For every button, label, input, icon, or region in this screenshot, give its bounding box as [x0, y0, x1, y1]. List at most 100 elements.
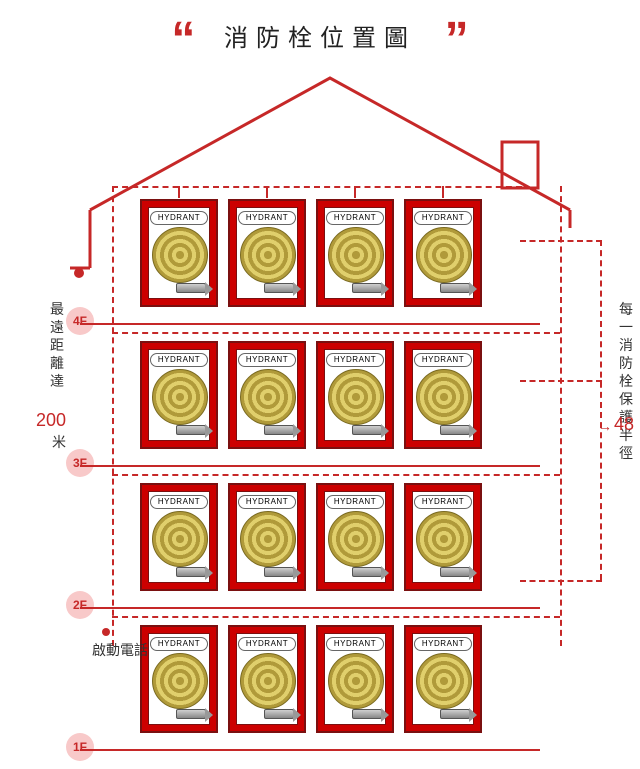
nozzle-icon	[264, 567, 294, 577]
nozzle-icon	[352, 283, 382, 293]
nozzle-icon	[440, 709, 470, 719]
nozzle-icon	[176, 425, 206, 435]
nozzle-icon	[176, 709, 206, 719]
pipe-h	[112, 332, 560, 334]
pipe-v-left	[112, 186, 114, 646]
hydrant-group-3f: HYDRANT HYDRANT HYDRANT HYDRANT	[140, 341, 482, 449]
nozzle-icon	[264, 709, 294, 719]
nozzle-icon	[176, 567, 206, 577]
hydrant-box: HYDRANT	[316, 483, 394, 591]
right-vertical-label: 每一消防栓保護半徑	[618, 300, 634, 462]
floor-line	[80, 465, 540, 467]
nozzle-icon	[352, 567, 382, 577]
floor-row-2f: HYDRANT HYDRANT HYDRANT HYDRANT 2F	[90, 479, 510, 607]
floor-line	[80, 607, 540, 609]
hose-icon	[240, 653, 296, 709]
pipe-h	[520, 240, 602, 242]
hydrant-label: HYDRANT	[238, 495, 296, 509]
floor-label-3f: 3F	[66, 449, 94, 477]
hydrant-label: HYDRANT	[238, 637, 296, 651]
hydrant-label: HYDRANT	[414, 211, 472, 225]
hose-icon	[328, 653, 384, 709]
hydrant-label: HYDRANT	[414, 495, 472, 509]
left-endpoint-dot	[74, 268, 84, 278]
hydrant-label: HYDRANT	[414, 637, 472, 651]
nozzle-icon	[264, 425, 294, 435]
nozzle-icon	[440, 567, 470, 577]
hydrant-box: HYDRANT	[404, 199, 482, 307]
nozzle-icon	[176, 283, 206, 293]
hydrant-label: HYDRANT	[150, 637, 208, 651]
hydrant-box: HYDRANT	[228, 199, 306, 307]
floor-line	[80, 323, 540, 325]
hydrant-box: HYDRANT	[228, 625, 306, 733]
pipe-drop	[442, 186, 444, 198]
hose-icon	[416, 369, 472, 425]
hydrant-label: HYDRANT	[326, 637, 384, 651]
pipe-v-right	[560, 186, 562, 646]
hydrant-label: HYDRANT	[326, 495, 384, 509]
hose-icon	[328, 369, 384, 425]
floor-row-3f: HYDRANT HYDRANT HYDRANT HYDRANT 3F	[90, 337, 510, 465]
pipe-h	[112, 186, 522, 188]
pipe-drop	[178, 186, 180, 198]
hose-icon	[416, 511, 472, 567]
pipe-h	[112, 616, 560, 618]
title-row: “ 消防栓位置圖 ”	[0, 12, 640, 67]
nozzle-icon	[440, 425, 470, 435]
hose-icon	[152, 511, 208, 567]
hose-icon	[240, 227, 296, 283]
floor-row-4f: HYDRANT HYDRANT HYDRANT HYDRANT 4F	[90, 195, 510, 323]
hose-icon	[152, 653, 208, 709]
hose-icon	[416, 653, 472, 709]
hydrant-box: HYDRANT	[140, 199, 218, 307]
hydrant-label: HYDRANT	[150, 495, 208, 509]
pipe-drop	[354, 186, 356, 198]
right-arrow-icon: →	[598, 418, 612, 434]
hydrant-label: HYDRANT	[150, 353, 208, 367]
hydrant-box: HYDRANT	[228, 483, 306, 591]
hose-icon	[416, 227, 472, 283]
floors-container: HYDRANT HYDRANT HYDRANT HYDRANT 4F HYDRA…	[90, 195, 510, 763]
hydrant-box: HYDRANT	[404, 483, 482, 591]
hydrant-group-4f: HYDRANT HYDRANT HYDRANT HYDRANT	[140, 199, 482, 307]
right-radius-value: 48	[614, 414, 634, 435]
pipe-drop	[266, 186, 268, 198]
hydrant-label: HYDRANT	[238, 211, 296, 225]
hose-icon	[240, 511, 296, 567]
hydrant-label: HYDRANT	[326, 353, 384, 367]
nozzle-icon	[264, 283, 294, 293]
hydrant-label: HYDRANT	[414, 353, 472, 367]
hydrant-group-1f: HYDRANT HYDRANT HYDRANT HYDRANT	[140, 625, 482, 733]
hydrant-box: HYDRANT	[316, 625, 394, 733]
nozzle-icon	[440, 283, 470, 293]
pipe-h	[520, 580, 602, 582]
pipe-v-far-right	[600, 240, 602, 580]
floor-label-2f: 2F	[66, 591, 94, 619]
hydrant-box: HYDRANT	[316, 341, 394, 449]
hydrant-box: HYDRANT	[404, 625, 482, 733]
nozzle-icon	[352, 425, 382, 435]
hydrant-box: HYDRANT	[404, 341, 482, 449]
floor-line	[80, 749, 540, 751]
hydrant-box: HYDRANT	[140, 483, 218, 591]
hose-icon	[152, 227, 208, 283]
hydrant-group-2f: HYDRANT HYDRANT HYDRANT HYDRANT	[140, 483, 482, 591]
pipe-h	[520, 380, 602, 382]
hydrant-box: HYDRANT	[140, 625, 218, 733]
left-vertical-label: 最遠距離達	[48, 300, 66, 390]
hose-icon	[240, 369, 296, 425]
quote-right: ”	[445, 13, 469, 66]
left-distance-value: 200	[36, 410, 66, 431]
hose-icon	[328, 511, 384, 567]
hydrant-box: HYDRANT	[228, 341, 306, 449]
floor-row-1f: HYDRANT HYDRANT HYDRANT HYDRANT 1F	[90, 621, 510, 749]
pipe-h	[112, 474, 560, 476]
hydrant-label: HYDRANT	[326, 211, 384, 225]
quote-left: “	[171, 13, 195, 66]
floor-label-4f: 4F	[66, 307, 94, 335]
hose-icon	[328, 227, 384, 283]
page-title: 消防栓位置圖	[224, 25, 416, 52]
hydrant-box: HYDRANT	[316, 199, 394, 307]
nozzle-icon	[352, 709, 382, 719]
